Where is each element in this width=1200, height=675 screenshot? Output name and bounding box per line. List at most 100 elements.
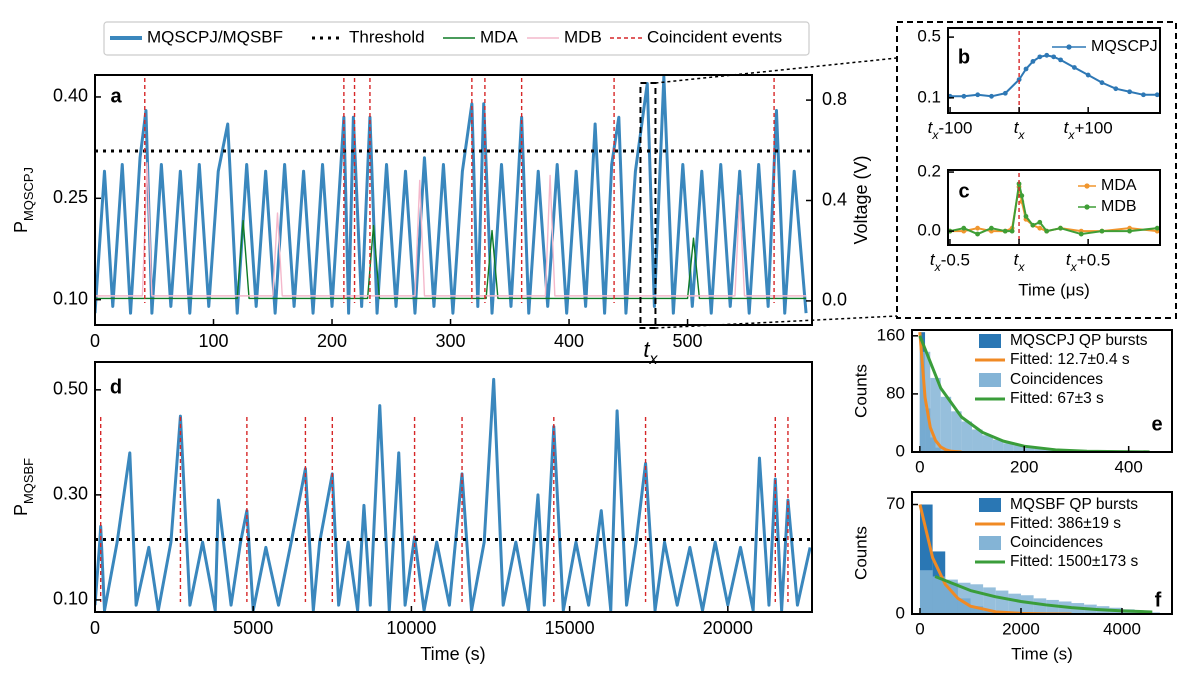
y-axis-label: PMQSCPJ — [11, 167, 36, 233]
y-tick-label: 0 — [896, 603, 905, 622]
axes-frame — [947, 27, 1161, 114]
symbol-subscript: x — [934, 260, 942, 274]
zoom-frame — [896, 21, 1177, 319]
point — [1051, 54, 1057, 60]
y-tick-label: 0.2 — [917, 162, 941, 181]
point — [975, 231, 980, 237]
point — [989, 93, 994, 99]
histogram-bar — [1013, 445, 1025, 452]
point — [1023, 66, 1029, 72]
point — [1009, 228, 1015, 234]
symbol: t — [930, 251, 936, 270]
legend-label: Coincident events — [647, 27, 782, 46]
y-axis-label-main: P — [11, 504, 31, 516]
point — [1154, 92, 1160, 98]
histogram-bar — [930, 377, 941, 452]
histogram-bar — [1034, 448, 1046, 452]
histogram-bar — [1020, 595, 1034, 614]
histogram-bar — [992, 439, 1004, 452]
symbol-subscript: x — [649, 351, 659, 368]
point — [1058, 225, 1063, 231]
point — [1044, 52, 1050, 58]
plot-area — [948, 31, 1160, 113]
x-tick-label: 10000 — [386, 618, 436, 638]
point — [1019, 193, 1025, 199]
panel — [94, 21, 898, 329]
y-axis-label-sub: MQSCPJ — [21, 167, 36, 221]
legend-label: MQSCPJ — [1091, 38, 1158, 55]
symbol: t — [928, 119, 934, 138]
y-axis-label: Counts — [851, 526, 870, 580]
legend-label: MDA — [480, 27, 518, 46]
symbol: t — [1066, 251, 1072, 270]
legend-swatch — [979, 498, 1001, 512]
panel — [911, 491, 1173, 615]
symbol-subscript: x — [1017, 128, 1025, 142]
panel-label: b — [958, 46, 970, 68]
annotation: tx — [643, 337, 658, 368]
y-axis-label: PMQSBF — [11, 458, 36, 516]
histogram-bar — [1003, 443, 1014, 452]
x-tick-label: 400 — [554, 331, 584, 351]
zoom-connector — [655, 57, 898, 84]
panel-label: d — [110, 376, 122, 398]
series-line — [95, 219, 807, 300]
legend-marker — [1084, 183, 1090, 189]
point — [1037, 219, 1043, 225]
point — [988, 225, 994, 231]
axes-frame — [94, 361, 813, 613]
legend-label: MDB — [564, 27, 602, 46]
y-tick-label: 0 — [896, 441, 905, 460]
point — [1037, 225, 1043, 231]
y-tick-label: 0.40 — [53, 86, 88, 106]
y-tick-label: 80 — [886, 383, 905, 402]
point — [1058, 57, 1063, 63]
y2-axis-label: Voltage (V) — [851, 155, 871, 244]
symbol-subscript: x — [1070, 260, 1078, 274]
x-tick-label: 300 — [436, 331, 466, 351]
axes-frame — [947, 169, 1161, 246]
histogram-bar — [1024, 446, 1035, 452]
panel-label: f — [1155, 589, 1162, 611]
point — [1002, 228, 1008, 234]
panel-label: c — [958, 180, 969, 202]
x-tick-label: 20000 — [703, 618, 753, 638]
x-tick-label: 200 — [317, 331, 347, 351]
x-tick-label: tx — [1014, 119, 1026, 143]
x-tick-label: 0 — [915, 620, 924, 639]
legend-label: Fitted: 12.7±0.4 s — [1010, 351, 1130, 368]
y-axis-label-main: P — [11, 221, 31, 233]
point — [975, 92, 981, 98]
legend-label: Coincidences — [1010, 371, 1103, 388]
panel-label: a — [110, 85, 122, 107]
symbol: t — [1064, 119, 1070, 138]
y-tick-label: 0.50 — [53, 379, 88, 399]
y-tick-label: 70 — [886, 494, 905, 513]
symbol-subscript: x — [1017, 260, 1025, 274]
point — [1030, 58, 1036, 64]
x-axis-label: Time (s) — [420, 644, 485, 664]
symbol-subscript: x — [1067, 128, 1075, 142]
panel-label: e — [1151, 413, 1162, 435]
x-tick-label: 200 — [1010, 458, 1038, 477]
x-tick-label: 100 — [198, 331, 228, 351]
x-tick-label: 400 — [1114, 458, 1142, 477]
x-tick-label: 15000 — [545, 618, 595, 638]
histogram-bar — [940, 396, 952, 452]
panel — [94, 361, 813, 613]
symbol: t — [1014, 119, 1020, 138]
plot-area — [918, 504, 1160, 614]
x-tick-label: tx-100 — [928, 119, 973, 143]
legend-swatch — [979, 334, 1001, 348]
legend-swatch — [979, 536, 1001, 550]
point — [1113, 86, 1119, 92]
series-line — [95, 162, 807, 297]
legend-label: MQSBF QP bursts — [1010, 496, 1138, 513]
legend-label: Fitted: 1500±173 s — [1010, 553, 1139, 570]
legend-swatch — [979, 373, 1001, 387]
point — [1023, 213, 1029, 219]
y-axis-label: Counts — [851, 364, 870, 418]
point — [1099, 80, 1105, 86]
series-line — [95, 75, 808, 315]
point — [1044, 228, 1050, 234]
